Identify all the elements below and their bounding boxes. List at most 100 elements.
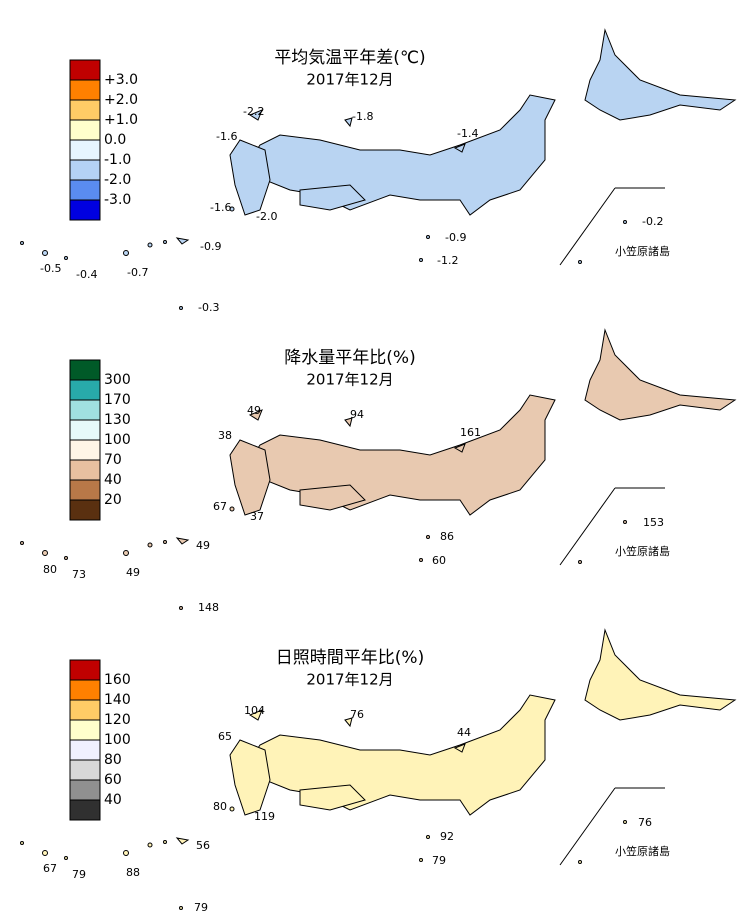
legend-label: 100 [104, 432, 131, 448]
legend-swatch [69, 779, 101, 801]
legend-label: 40 [104, 472, 122, 488]
legend-swatch [69, 799, 101, 821]
station-value: -0.9 [445, 231, 466, 244]
legend-swatch [69, 759, 101, 781]
station-value: -0.4 [76, 268, 97, 281]
station-value: -1.6 [210, 201, 231, 214]
station-value: -0.3 [198, 301, 219, 314]
legend-label: 130 [104, 412, 131, 428]
station-value: 153 [643, 516, 664, 529]
map-panel: 平均気温平年差(℃) 2017年12月 +3.0 +2.0 +1.0 0.0 -1.0 -2.… [20, 29, 736, 314]
legend-swatch [69, 419, 101, 441]
map-subtitle: 2017年12月 [306, 671, 393, 689]
legend-swatch [69, 139, 101, 161]
map-subtitle: 2017年12月 [306, 371, 393, 389]
inset-label: 小笠原諸島 [615, 544, 670, 558]
legend-label: +2.0 [104, 92, 138, 108]
map-panel: 降水量平年比(%) 2017年12月 300 170 130 100 70 40 20 49 94 3… [20, 329, 736, 614]
legend-label: 160 [104, 672, 131, 688]
station-value: 79 [194, 901, 208, 914]
station-value: 38 [218, 429, 232, 442]
legend-swatch [69, 459, 101, 481]
legend-label: 20 [104, 492, 122, 508]
station-value: -0.7 [127, 266, 148, 279]
legend-label: 80 [104, 752, 122, 768]
station-value: -1.6 [216, 130, 237, 143]
station-value: 88 [126, 866, 140, 879]
legend-swatch [69, 79, 101, 101]
legend-swatch [69, 679, 101, 701]
station-value: -0.2 [642, 215, 663, 228]
map-subtitle: 2017年12月 [306, 71, 393, 89]
inset-label: 小笠原諸島 [615, 844, 670, 858]
legend-label: 140 [104, 692, 131, 708]
station-value: 65 [218, 730, 232, 743]
station-value: 67 [213, 500, 227, 513]
station-value: -2.0 [256, 210, 277, 223]
legend-label: 170 [104, 392, 131, 408]
station-value: 56 [196, 839, 210, 852]
inset-label: 小笠原諸島 [615, 244, 670, 258]
legend-swatch [69, 439, 101, 461]
legend-swatch [69, 179, 101, 201]
legend-swatch [69, 659, 101, 681]
station-value: 49 [126, 566, 140, 579]
station-value: 80 [213, 800, 227, 813]
legend-label: 300 [104, 372, 131, 388]
station-value: 37 [250, 510, 264, 523]
station-value: -0.5 [40, 262, 61, 275]
legend-label: -2.0 [104, 172, 131, 188]
station-value: -0.9 [200, 240, 221, 253]
station-value: 60 [432, 554, 446, 567]
legend-label: 60 [104, 772, 122, 788]
legend-label: 40 [104, 792, 122, 808]
legend-label: 0.0 [104, 132, 126, 148]
legend-swatch [69, 359, 101, 381]
station-value: 94 [350, 408, 364, 421]
legend-label: 100 [104, 732, 131, 748]
legend-swatch [69, 399, 101, 421]
station-value: -1.2 [437, 254, 458, 267]
station-value: 49 [247, 404, 261, 417]
legend-label: 120 [104, 712, 131, 728]
legend-swatch [69, 159, 101, 181]
station-value: 86 [440, 530, 454, 543]
legend-swatch [69, 479, 101, 501]
map-panel: 日照時間平年比(%) 2017年12月 160 140 120 100 80 60 40 104 7… [20, 629, 736, 914]
station-value: -2.2 [243, 105, 264, 118]
station-value: 76 [350, 708, 364, 721]
legend-swatch [69, 199, 101, 221]
station-value: 67 [43, 862, 57, 875]
station-value: 44 [457, 726, 471, 739]
station-value: 92 [440, 830, 454, 843]
legend-label: +3.0 [104, 72, 138, 88]
station-value: 161 [460, 426, 481, 439]
legend-swatch [69, 59, 101, 81]
map-title: 日照時間平年比(%) [276, 648, 424, 668]
legend-swatch [69, 379, 101, 401]
legend-label: 70 [104, 452, 122, 468]
legend-swatch [69, 119, 101, 141]
map-title: 平均気温平年差(℃) [274, 48, 425, 68]
station-value: 73 [72, 568, 86, 581]
legend-label: -1.0 [104, 152, 131, 168]
station-value: 80 [43, 563, 57, 576]
station-value: -1.8 [352, 110, 373, 123]
station-value: 79 [72, 868, 86, 881]
map-title: 降水量平年比(%) [284, 348, 415, 368]
legend-label: +1.0 [104, 112, 138, 128]
legend-swatch [69, 499, 101, 521]
legend-label: -3.0 [104, 192, 131, 208]
station-value: 79 [432, 854, 446, 867]
station-value: 104 [244, 704, 265, 717]
legend-swatch [69, 739, 101, 761]
station-value: 49 [196, 539, 210, 552]
legend-swatch [69, 99, 101, 121]
station-value: 148 [198, 601, 219, 614]
station-value: -1.4 [457, 127, 478, 140]
station-value: 119 [254, 810, 275, 823]
legend-swatch [69, 699, 101, 721]
legend-swatch [69, 719, 101, 741]
station-value: 76 [638, 816, 652, 829]
